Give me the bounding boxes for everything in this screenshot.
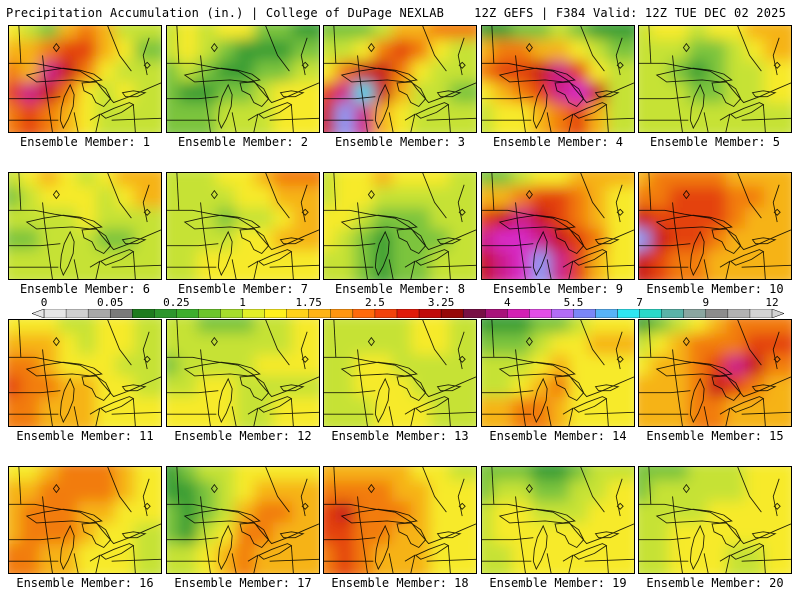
colorbar-swatch (573, 309, 597, 318)
colorbar-min-arrow (32, 309, 45, 318)
colorbar-swatch (661, 309, 685, 318)
ensemble-member-map (481, 319, 635, 427)
colorbar-swatch (551, 309, 574, 318)
colorbar-swatch (749, 309, 773, 318)
colorbar-tick-label: 4 (503, 296, 511, 309)
ensemble-member-label: Ensemble Member: 2 (177, 135, 309, 149)
ensemble-member-label: Ensemble Member: 18 (331, 576, 469, 590)
colorbar-swatch (507, 309, 530, 318)
colorbar-swatch (198, 309, 221, 318)
ensemble-member-label: Ensemble Member: 9 (492, 282, 624, 296)
colorbar-tick-label: 0.25 (163, 296, 190, 309)
colorbar-tick-label: 0 (40, 296, 48, 309)
ensemble-member-map (323, 25, 477, 133)
ensemble-member-map (8, 319, 162, 427)
ensemble-member-label: Ensemble Member: 8 (334, 282, 466, 296)
colorbar-tick-label: 7 (636, 296, 643, 309)
ensemble-member-map (481, 172, 635, 280)
colorbar-swatch (154, 309, 177, 318)
ensemble-member-map (166, 466, 320, 574)
ensemble-member-map (166, 172, 320, 280)
colorbar-swatch (485, 309, 508, 318)
ensemble-member-label: Ensemble Member: 4 (492, 135, 624, 149)
colorbar-tick-label: 9 (702, 296, 710, 309)
colorbar-swatch (396, 309, 420, 318)
ensemble-member-label: Ensemble Member: 5 (649, 135, 781, 149)
ensemble-member-map (323, 172, 477, 280)
ensemble-member-map (638, 25, 792, 133)
colorbar-swatch (65, 309, 89, 318)
colorbar-tick-label: 2.5 (364, 296, 385, 309)
colorbar-swatch (617, 309, 641, 318)
ensemble-member-label: Ensemble Member: 17 (174, 576, 312, 590)
colorbar-tick-label: 0.05 (96, 296, 124, 309)
ensemble-member-label: Ensemble Member: 11 (16, 429, 154, 443)
colorbar-swatch (176, 309, 199, 318)
colorbar-swatch (639, 309, 663, 318)
ensemble-member-map (8, 25, 162, 133)
ensemble-member-map (323, 319, 477, 427)
ensemble-member-map (8, 466, 162, 574)
colorbar-tick-label: 3.25 (427, 296, 455, 309)
colorbar-swatch (462, 309, 486, 318)
ensemble-member-map (638, 466, 792, 574)
colorbar-tick-label: 1 (239, 296, 246, 309)
colorbar-swatch (352, 309, 376, 318)
ensemble-member-label: Ensemble Member: 1 (19, 135, 151, 149)
colorbar-swatch (109, 309, 133, 318)
colorbar-swatch (440, 309, 464, 318)
ensemble-member-map (638, 172, 792, 280)
colorbar-swatch (595, 309, 619, 318)
colorbar (32, 309, 784, 318)
colorbar-tick-label: 1.75 (295, 296, 322, 309)
colorbar-swatch (308, 309, 332, 318)
model-run-info: 12Z GEFS | F384 Valid: 12Z TUE DEC 02 20… (474, 6, 786, 20)
ensemble-member-map (481, 466, 635, 574)
ensemble-member-map (638, 319, 792, 427)
colorbar-swatch (683, 309, 707, 318)
ensemble-member-label: Ensemble Member: 3 (334, 135, 466, 149)
ensemble-member-map (323, 466, 477, 574)
colorbar-swatch (727, 309, 751, 318)
colorbar-swatch (132, 309, 155, 318)
colorbar-tick-label: 12 (765, 296, 779, 309)
colorbar-swatch (43, 309, 67, 318)
chart-title: Precipitation Accumulation (in.) | Colle… (6, 6, 445, 20)
ensemble-member-label: Ensemble Member: 10 (646, 282, 784, 296)
colorbar-swatch (374, 309, 398, 318)
colorbar-swatch (242, 309, 266, 318)
ensemble-member-label: Ensemble Member: 12 (174, 429, 312, 443)
ensemble-member-label: Ensemble Member: 19 (489, 576, 627, 590)
colorbar-tick-label: 5.5 (563, 296, 584, 309)
colorbar-max-arrow (771, 309, 784, 318)
colorbar-swatch (286, 309, 310, 318)
colorbar-swatch (705, 309, 729, 318)
ensemble-member-map (481, 25, 635, 133)
ensemble-member-map (166, 25, 320, 133)
ensemble-member-map (8, 172, 162, 280)
ensemble-member-label: Ensemble Member: 20 (646, 576, 784, 590)
ensemble-member-label: Ensemble Member: 15 (646, 429, 784, 443)
ensemble-member-map (166, 319, 320, 427)
colorbar-swatch (87, 309, 111, 318)
colorbar-swatch (220, 309, 244, 318)
colorbar-swatch (264, 309, 288, 318)
ensemble-member-label: Ensemble Member: 6 (19, 282, 151, 296)
colorbar-swatch (529, 309, 552, 318)
colorbar-swatch (330, 309, 354, 318)
colorbar-swatch (418, 309, 442, 318)
ensemble-member-label: Ensemble Member: 14 (489, 429, 627, 443)
ensemble-member-label: Ensemble Member: 7 (177, 282, 309, 296)
ensemble-member-label: Ensemble Member: 16 (16, 576, 154, 590)
ensemble-member-label: Ensemble Member: 13 (331, 429, 469, 443)
